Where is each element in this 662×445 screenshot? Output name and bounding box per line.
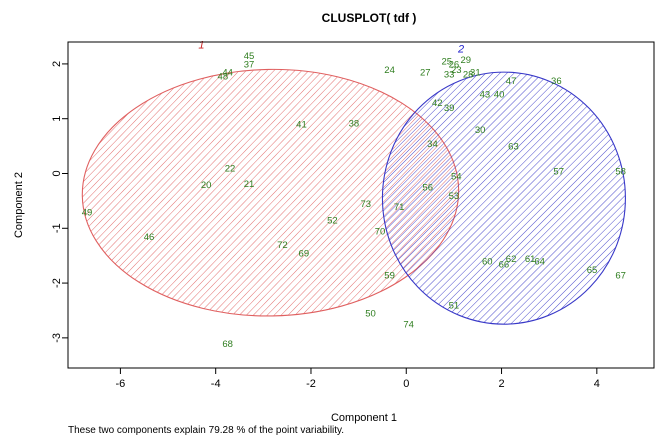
point-31: 31 xyxy=(470,68,481,79)
point-39: 39 xyxy=(444,103,455,114)
y-axis: -3 -2 -1 0 1 2 xyxy=(51,61,68,343)
point-37: 37 xyxy=(244,59,255,70)
point-20: 20 xyxy=(201,180,212,191)
point-52: 52 xyxy=(327,216,338,227)
point-48: 48 xyxy=(218,71,229,82)
point-57: 57 xyxy=(553,166,564,177)
point-28: 28 xyxy=(463,69,474,80)
point-54: 54 xyxy=(451,172,462,183)
point-56: 56 xyxy=(422,183,433,194)
point-60: 60 xyxy=(482,257,493,268)
y-axis-title: Component 2 xyxy=(13,172,25,238)
cluster-2-ellipse xyxy=(381,71,626,325)
x-axis: -6 -4 -2 0 2 4 xyxy=(116,368,600,390)
point-73: 73 xyxy=(360,199,371,210)
x-tick-label-2: 2 xyxy=(498,378,504,390)
point-34: 34 xyxy=(427,139,438,150)
point-66: 66 xyxy=(499,259,510,270)
point-67: 67 xyxy=(615,270,626,281)
point-42: 42 xyxy=(432,98,443,109)
point-71: 71 xyxy=(394,202,405,213)
point-22: 22 xyxy=(225,164,236,175)
point-23: 23 xyxy=(451,65,462,76)
point-59: 59 xyxy=(384,270,395,281)
x-tick-label-4: 4 xyxy=(594,378,600,390)
point-45: 45 xyxy=(244,51,255,62)
point-38: 38 xyxy=(349,119,360,130)
point-21: 21 xyxy=(244,179,255,190)
point-29: 29 xyxy=(461,55,472,66)
y-tick-label-0: 0 xyxy=(51,170,63,176)
point-64: 64 xyxy=(534,257,545,268)
point-53: 53 xyxy=(449,191,460,202)
y-tick-label--3: -3 xyxy=(51,333,63,343)
point-68: 68 xyxy=(222,339,233,350)
x-tick-label--4: -4 xyxy=(211,378,221,390)
x-tick-label-0: 0 xyxy=(403,378,409,390)
chart-title: CLUSPLOT( tdf ) xyxy=(322,11,417,25)
point-27: 27 xyxy=(420,68,431,79)
point-26: 26 xyxy=(449,59,460,70)
point-72: 72 xyxy=(277,240,288,251)
point-36: 36 xyxy=(551,76,562,87)
point-24: 24 xyxy=(384,65,395,76)
point-43: 43 xyxy=(480,90,491,101)
point-62: 62 xyxy=(506,254,517,265)
x-tick-label--6: -6 xyxy=(116,378,126,390)
point-51: 51 xyxy=(449,300,460,311)
y-tick-label-1: 1 xyxy=(51,116,63,122)
plot-frame xyxy=(67,41,655,369)
y-tick-label--1: -1 xyxy=(51,223,63,233)
point-70: 70 xyxy=(375,227,386,238)
point-30: 30 xyxy=(475,125,486,136)
variability-footnote: These two components explain 79.28 % of … xyxy=(68,425,345,436)
point-41: 41 xyxy=(296,120,307,131)
y-tick-label-2: 2 xyxy=(51,61,63,67)
x-axis-title: Component 1 xyxy=(331,412,397,424)
cluster-1-label: 1 xyxy=(198,40,204,52)
point-69: 69 xyxy=(299,248,310,259)
point-40: 40 xyxy=(494,90,505,101)
point-46: 46 xyxy=(144,232,155,243)
point-25: 25 xyxy=(441,57,452,68)
x-tick-label--2: -2 xyxy=(306,378,316,390)
point-74: 74 xyxy=(403,320,414,331)
cluster-2-label: 2 xyxy=(457,44,464,56)
point-58: 58 xyxy=(615,166,626,177)
point-61: 61 xyxy=(525,254,536,265)
point-65: 65 xyxy=(587,265,598,276)
y-tick-label--2: -2 xyxy=(51,278,63,288)
point-44: 44 xyxy=(222,68,233,79)
point-50: 50 xyxy=(365,309,376,320)
point-63: 63 xyxy=(508,142,519,153)
point-49: 49 xyxy=(82,207,93,218)
point-33: 33 xyxy=(444,69,455,80)
point-47: 47 xyxy=(506,76,517,87)
